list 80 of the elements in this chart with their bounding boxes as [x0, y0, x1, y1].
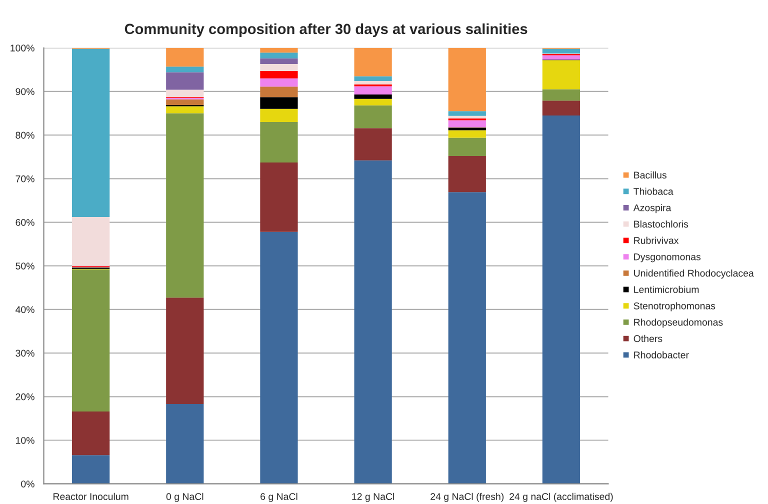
legend-label: Others [634, 334, 662, 342]
bar [166, 90, 204, 98]
y-tick-label: 50% [16, 262, 34, 270]
bar [72, 411, 110, 456]
bar [260, 122, 298, 163]
bar [542, 100, 580, 116]
y-tick-label: 20% [16, 393, 34, 400]
bar [354, 128, 392, 160]
bar [72, 217, 110, 266]
x-tick-label: 24 g NaCl (fresh) [430, 492, 504, 502]
bar [72, 455, 110, 484]
x-tick-label: Reactor Inoculum [54, 492, 128, 500]
legend-label: Rhodopseudomonas [634, 318, 723, 328]
bar [542, 48, 580, 54]
legend-label: Thiobaca [634, 188, 674, 195]
bar [448, 128, 486, 130]
bar [72, 269, 110, 412]
bar [260, 64, 298, 71]
bar [260, 48, 298, 53]
x-tick-label: 0 g NaCl [166, 492, 204, 502]
x-tick-label: 24 g naCl (acclimatised) [510, 492, 613, 502]
bar [260, 58, 298, 64]
bar [354, 81, 392, 84]
bar [542, 89, 580, 101]
bar [448, 120, 486, 128]
bar [260, 108, 298, 122]
bar [542, 115, 580, 484]
bar [354, 48, 392, 76]
legend-label: Stenotrophomonas [634, 302, 716, 312]
bar [354, 86, 392, 95]
bar [166, 106, 204, 114]
bar [72, 48, 110, 218]
y-tick-label: 60% [16, 219, 34, 226]
bar [260, 162, 298, 232]
bar [448, 156, 486, 192]
bar [354, 160, 392, 484]
bar [354, 105, 392, 128]
bar [448, 138, 486, 156]
bar [260, 70, 298, 78]
bar [260, 86, 298, 98]
legend-label: Rhodobacter [634, 351, 689, 358]
chart-title: Community composition after 30 days at various salinities [124, 23, 528, 38]
bar [166, 72, 204, 90]
y-tick-label: 30% [16, 350, 34, 357]
bar [542, 55, 580, 60]
legend-label: Rubrivivax [634, 236, 679, 244]
bar [448, 111, 486, 116]
y-tick-label: 40% [16, 306, 34, 314]
y-tick-label: 0% [21, 480, 34, 488]
legend-label: Bacillus [634, 171, 666, 179]
legend-label: Dysgonomonas [634, 254, 701, 262]
y-tick-label: 90% [16, 88, 34, 96]
bar [354, 76, 392, 82]
legend-label: Blastochloris [634, 220, 688, 228]
bar [166, 404, 204, 484]
bar [260, 78, 298, 87]
bar [542, 60, 580, 90]
y-tick-label: 80% [16, 132, 34, 139]
x-tick-label: 6 g NaCl [260, 492, 298, 502]
bar [260, 232, 298, 484]
bar [448, 192, 486, 484]
y-tick-label: 100% [10, 44, 34, 52]
bar [166, 99, 204, 105]
bar [448, 130, 486, 138]
bar [166, 66, 204, 72]
bar [166, 48, 204, 67]
legend-label: Lentimicrobium [634, 286, 699, 293]
bar [448, 116, 486, 119]
bar [260, 52, 298, 58]
legend-label: Unidentified Rhodocyclacea [634, 270, 754, 279]
bar [448, 48, 486, 112]
y-tick-label: 10% [16, 436, 34, 444]
x-tick-label: 12 g NaCl [352, 492, 394, 502]
bar [166, 113, 204, 298]
bar [354, 94, 392, 99]
y-tick-label: 70% [16, 175, 34, 182]
legend-label: Azospira [633, 204, 672, 214]
bar [354, 98, 392, 106]
bar [260, 97, 298, 109]
bar [166, 298, 204, 404]
